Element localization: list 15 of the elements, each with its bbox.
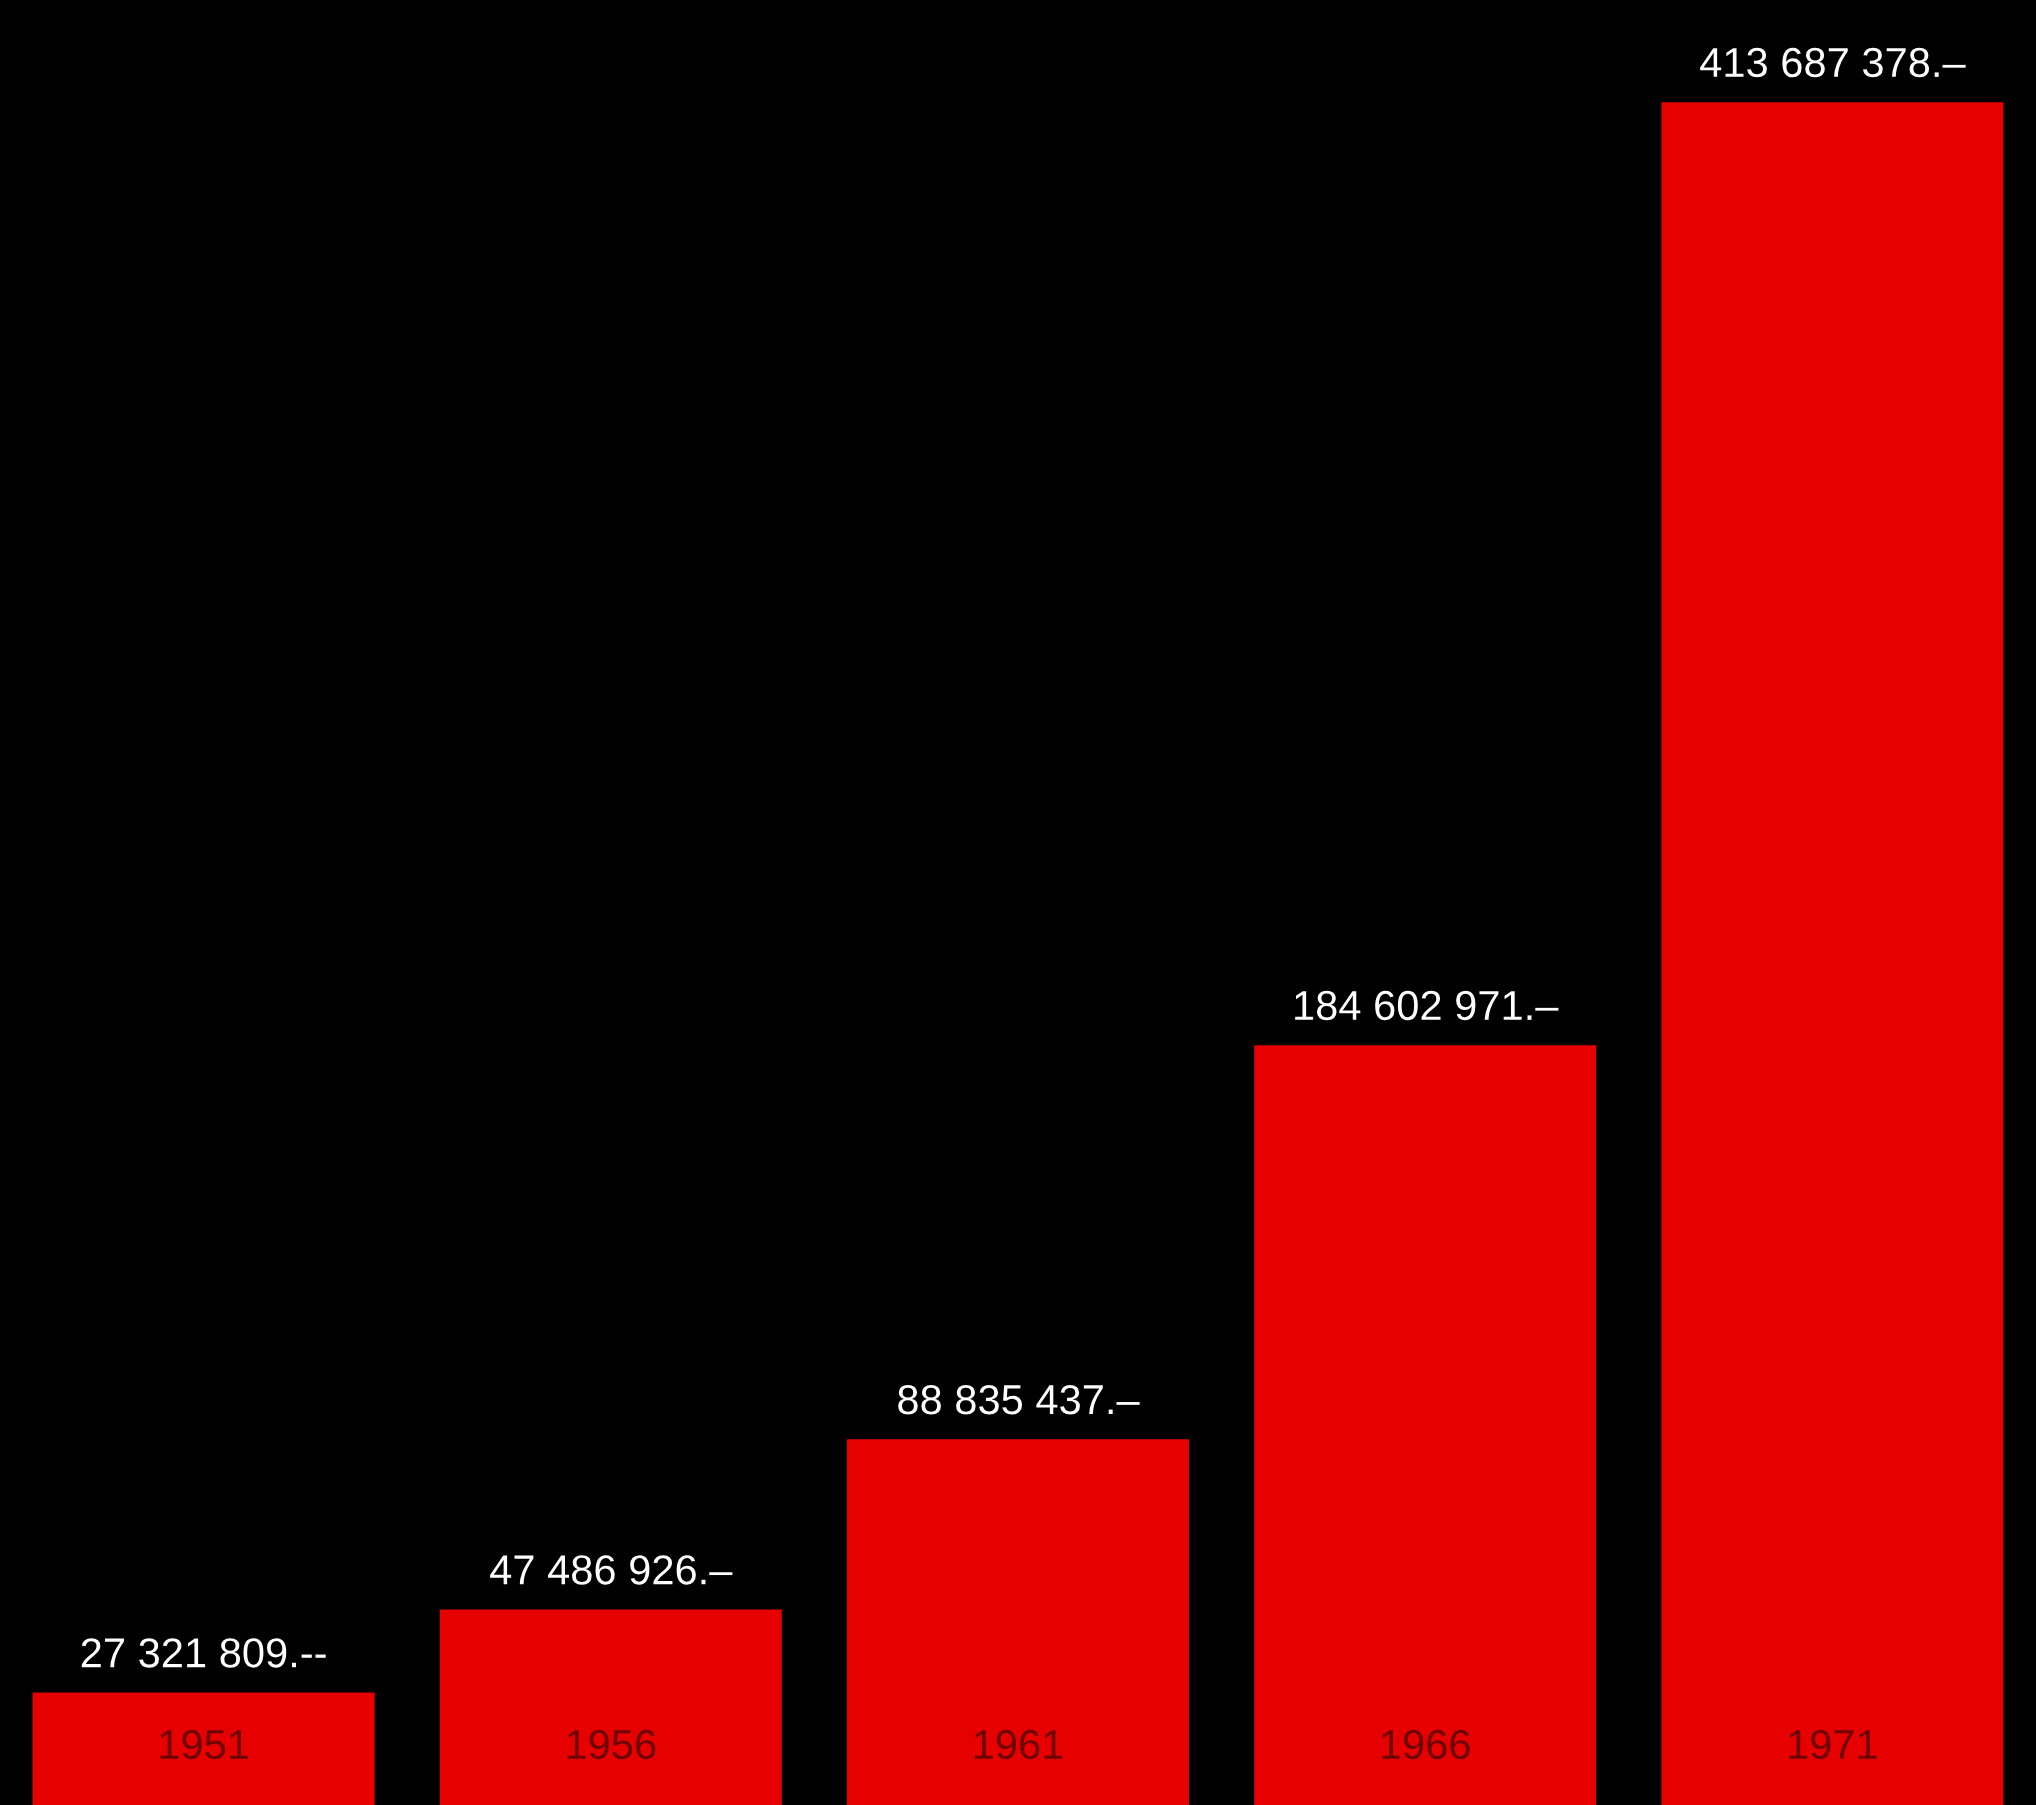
x-tick-label: 1956 — [567, 1729, 656, 1760]
x-tick-label: 1961 — [974, 1729, 1063, 1760]
data-label: 47 486 926.– — [490, 1555, 733, 1585]
bar — [1661, 102, 2004, 1805]
data-label: 413 687 378.– — [1700, 47, 1966, 78]
bar — [439, 1609, 782, 1805]
bar — [846, 1439, 1190, 1805]
bar — [32, 1692, 375, 1805]
x-tick-label: 1966 — [1382, 1729, 1470, 1760]
data-label: 27 321 809.-- — [81, 1638, 326, 1668]
x-tick-label: 1971 — [1789, 1729, 1877, 1760]
data-label: 184 602 971.– — [1295, 990, 1559, 1021]
data-label: 88 835 437.– — [898, 1384, 1140, 1415]
x-tick-label: 1951 — [160, 1729, 248, 1760]
bar — [1254, 1045, 1597, 1805]
